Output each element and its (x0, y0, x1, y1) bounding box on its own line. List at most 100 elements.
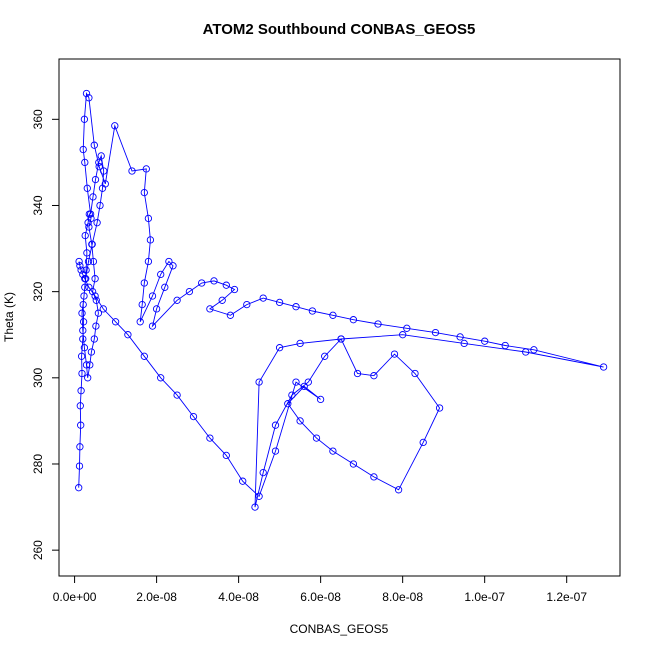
data-point (460, 339, 468, 348)
data-point (349, 460, 358, 468)
data-point (85, 283, 93, 291)
data-point (93, 219, 101, 227)
y-tick-label: 340 (31, 195, 45, 215)
data-point (173, 391, 181, 399)
data-point (82, 361, 91, 369)
data-point (81, 158, 89, 167)
data-point (79, 300, 87, 309)
data-point (83, 184, 91, 192)
data-point (144, 214, 153, 223)
x-tick-label: 1.0e-07 (464, 590, 505, 604)
data-point (99, 305, 107, 313)
data-point (251, 503, 259, 511)
data-point (83, 249, 91, 257)
data-point (206, 305, 214, 313)
data-point (140, 352, 148, 360)
data-point (88, 287, 97, 296)
data-point (198, 279, 206, 287)
data-point (390, 350, 399, 358)
data-point (370, 473, 378, 481)
data-point (89, 193, 97, 201)
data-point (329, 447, 337, 455)
data-point (157, 374, 165, 382)
data-point (300, 382, 308, 391)
data-point (522, 348, 530, 356)
data-point (76, 402, 84, 410)
data-point (239, 477, 247, 485)
x-axis: 0.0e+00 2.0e-08 4.0e-08 6.0e-08 8.0e-08 1.0e-… (53, 575, 587, 604)
data-point (79, 145, 87, 154)
data-point (165, 257, 173, 266)
data-point (456, 333, 464, 341)
data-point (79, 335, 87, 343)
data-point (138, 300, 146, 309)
data-point (374, 320, 382, 328)
data-point (91, 292, 99, 300)
data-point (94, 309, 103, 317)
data-point (296, 417, 304, 425)
data-point (77, 266, 85, 274)
data-point (90, 335, 98, 343)
data-point (259, 294, 267, 302)
data-point (91, 175, 100, 184)
data-point (222, 281, 230, 289)
data-point (230, 285, 239, 294)
data-point (92, 296, 100, 304)
x-tick-label: 4.0e-08 (218, 590, 259, 604)
data-point (218, 296, 226, 304)
y-axis-label: Theta (K) (2, 292, 16, 342)
data-point (79, 326, 87, 335)
data-point (84, 374, 92, 382)
data-point (353, 369, 362, 378)
data-point (148, 292, 157, 300)
data-point (169, 262, 177, 270)
data-point (95, 158, 103, 167)
data-point (403, 324, 411, 332)
data-point (85, 223, 93, 231)
data-point (78, 309, 86, 317)
data-point (501, 341, 509, 350)
data-point (321, 352, 329, 360)
data-point (222, 451, 230, 460)
data-point (530, 346, 538, 354)
y-axis: 260 280 300 320 340 360 (31, 109, 60, 560)
data-point (95, 163, 103, 171)
data-point (86, 361, 94, 369)
data-point (101, 180, 109, 188)
data-point (189, 412, 198, 421)
data-point (75, 462, 84, 470)
data-point (80, 344, 89, 352)
data-point (435, 404, 444, 412)
data-point (185, 287, 194, 296)
data-point (399, 331, 407, 339)
x-tick-label: 8.0e-08 (382, 590, 423, 604)
data-point (337, 335, 345, 343)
data-point (79, 318, 88, 326)
data-point (312, 434, 321, 442)
data-point (296, 339, 304, 348)
data-point (173, 296, 181, 304)
data-point (124, 331, 132, 339)
x-tick-label: 0.0e+00 (53, 590, 97, 604)
data-point (259, 468, 267, 477)
data-point (255, 492, 263, 500)
data-point (157, 270, 165, 279)
data-point (140, 279, 148, 287)
data-point (75, 484, 83, 492)
data-point (275, 298, 284, 307)
data-point (394, 486, 403, 494)
y-tick-label: 260 (31, 540, 45, 560)
data-point (349, 316, 358, 324)
y-tick-label: 360 (31, 109, 45, 129)
data-point (292, 303, 300, 311)
data-point (329, 311, 337, 319)
data-point (77, 387, 85, 395)
data-point (152, 305, 161, 313)
data-point (316, 395, 325, 404)
x-tick-label: 6.0e-08 (300, 590, 341, 604)
x-axis-label: CONBAS_GEOS5 (290, 622, 389, 636)
series-line (78, 91, 604, 508)
data-point (431, 328, 440, 337)
data-point (80, 292, 88, 300)
